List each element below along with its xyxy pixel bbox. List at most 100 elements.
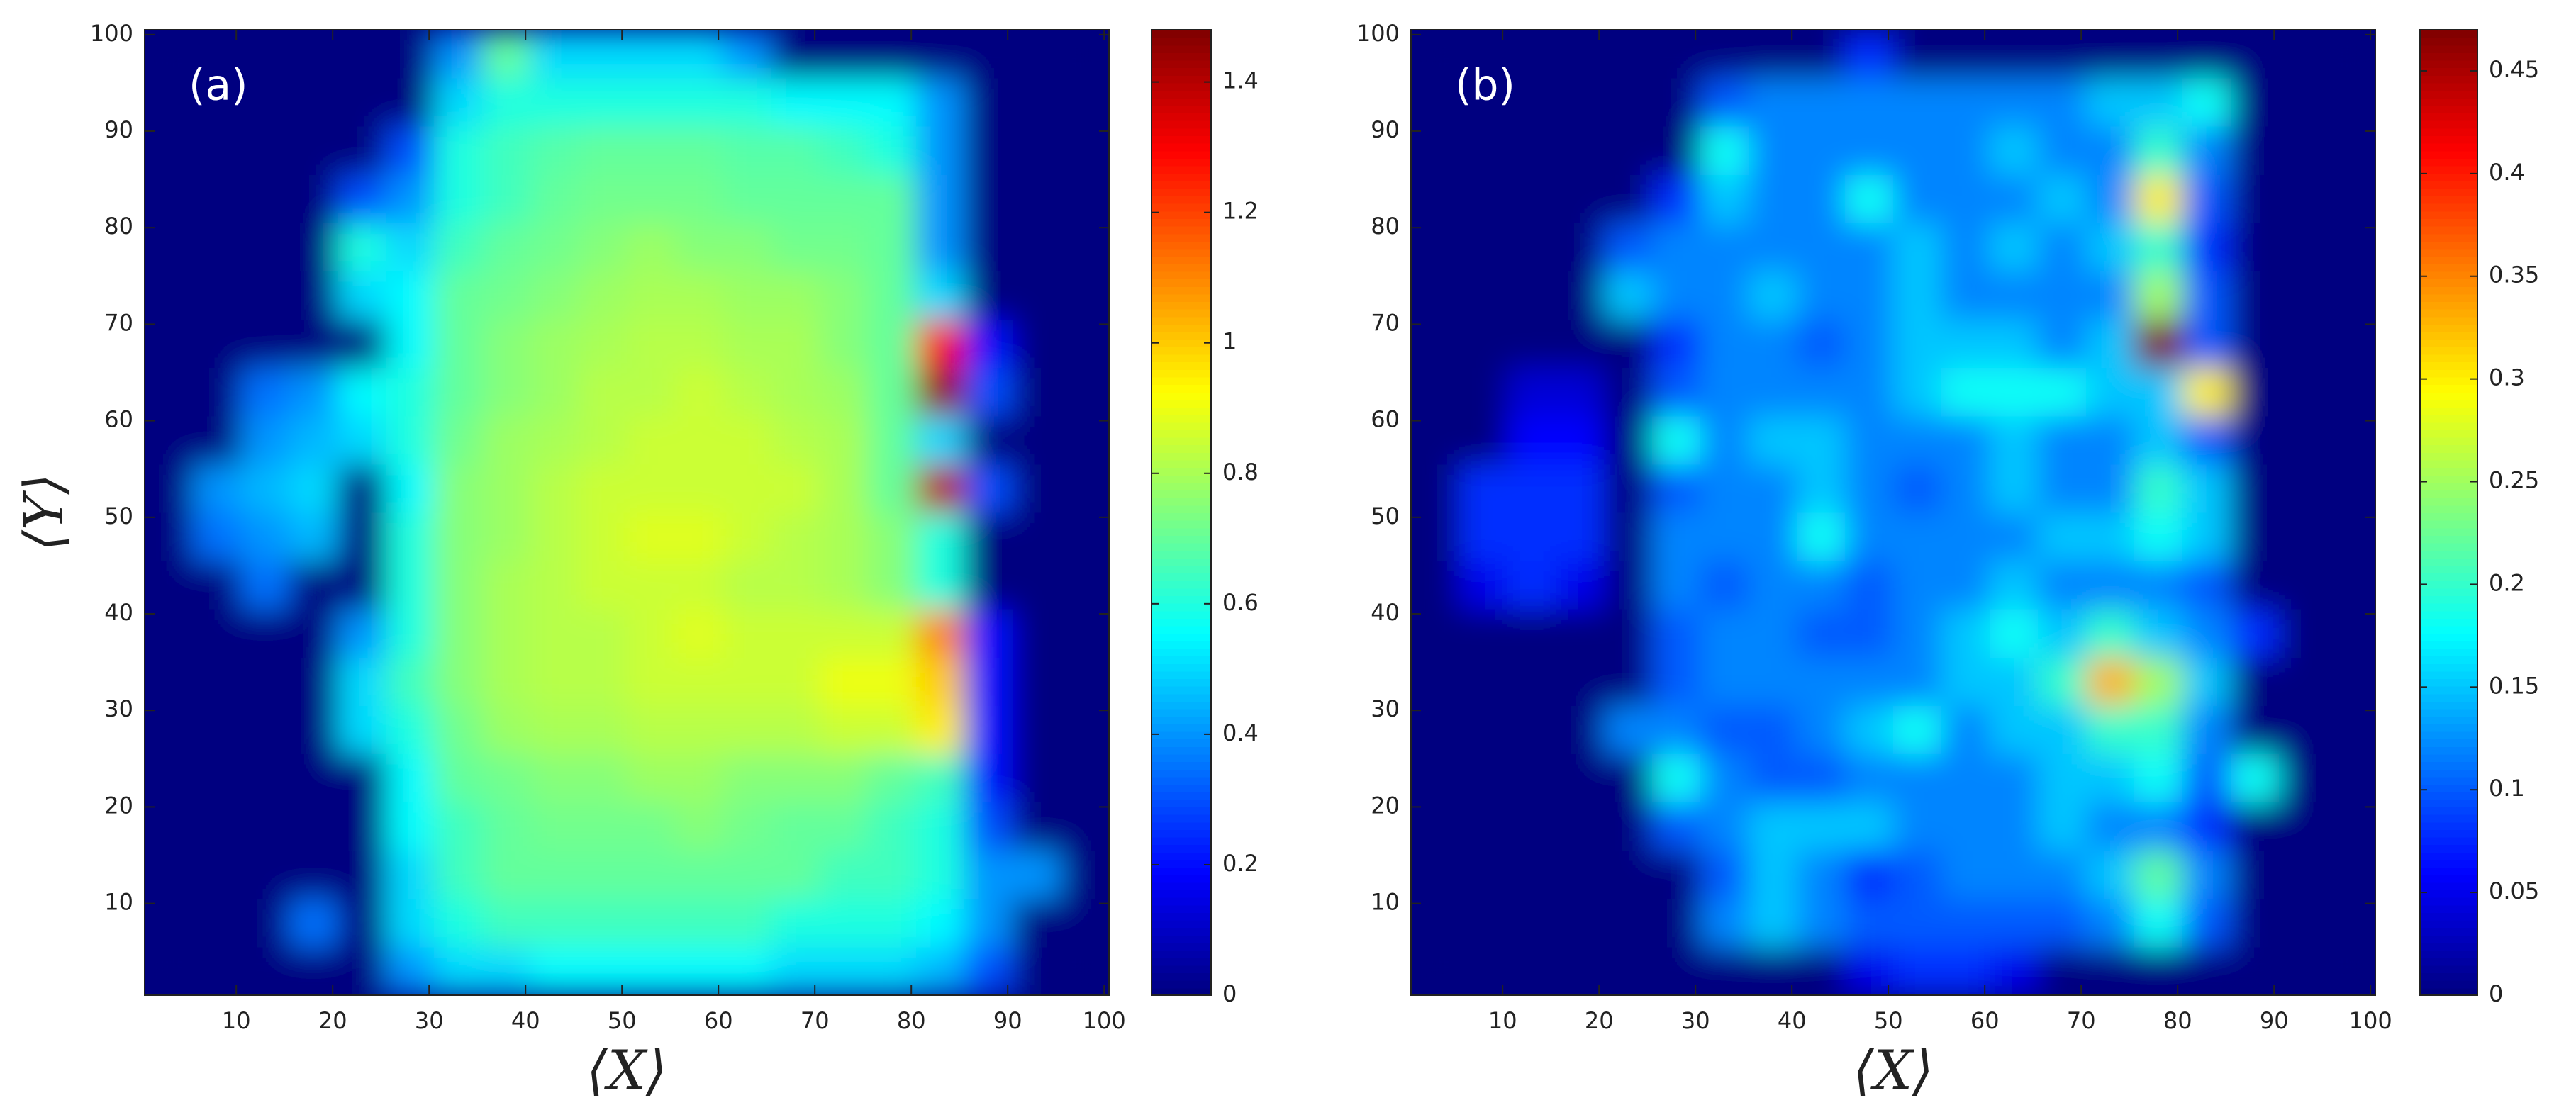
heatmap-cell	[1061, 802, 1109, 851]
y-tick-label: 30	[104, 695, 133, 722]
heatmap-cell	[1013, 561, 1061, 610]
colorbar-segment	[1152, 685, 1211, 695]
heatmap-cell	[1990, 174, 2039, 223]
heatmap-cell	[2086, 946, 2135, 995]
colorbar-segment	[2420, 376, 2477, 386]
heatmap-cell	[434, 705, 483, 754]
heatmap-cell	[2038, 174, 2087, 223]
colorbar-segment	[2420, 512, 2477, 521]
colorbar-segment	[1152, 965, 1211, 974]
colorbar-segment	[2420, 701, 2477, 710]
heatmap-cell	[723, 512, 772, 561]
colorbar-segment	[2420, 678, 2477, 687]
colorbar-segment	[2420, 467, 2477, 476]
heatmap-cell	[1893, 415, 1942, 465]
heatmap-cell	[145, 78, 194, 127]
heatmap-cell	[1411, 464, 1460, 513]
colorbar-segment	[1152, 67, 1211, 76]
heatmap-cell	[1652, 946, 1701, 995]
colorbar-segment	[1152, 882, 1211, 891]
colorbar-segment	[2420, 165, 2477, 174]
colorbar-segment	[2420, 497, 2477, 506]
heatmap-cell	[1990, 561, 2039, 610]
heatmap-cell	[434, 174, 483, 223]
heatmap-cell	[1845, 319, 1894, 369]
heatmap-cell	[771, 464, 820, 513]
heatmap-cell	[1556, 561, 1605, 610]
heatmap-cell	[1061, 367, 1109, 417]
heatmap-cell	[2182, 464, 2231, 513]
colorbar-segment	[1152, 859, 1211, 868]
heatmap-cell	[579, 753, 628, 803]
colorbar-segment	[2420, 459, 2477, 469]
heatmap-cell	[482, 223, 531, 271]
heatmap-cell	[1411, 319, 1460, 369]
y-tick-label: 50	[1371, 503, 1400, 529]
heatmap-cell	[868, 174, 917, 223]
heatmap-cell	[1459, 30, 1508, 79]
heatmap-cell	[434, 367, 483, 417]
heatmap-cell	[2279, 657, 2328, 706]
heatmap-cell	[1459, 561, 1508, 610]
heatmap-cell	[1797, 850, 1846, 899]
colorbar-segment	[1152, 490, 1211, 498]
heatmap-cell	[1990, 946, 2039, 995]
heatmap-cell	[1061, 174, 1109, 223]
heatmap-cell	[1893, 946, 1942, 995]
heatmap-cell	[482, 609, 531, 658]
heatmap-cell	[386, 609, 435, 658]
colorbar-segment	[2420, 113, 2477, 121]
heatmap-cell	[1411, 850, 1460, 899]
x-tick-label: 90	[993, 1007, 1022, 1034]
colorbar-segment	[1152, 82, 1211, 91]
y-tick-label: 80	[104, 213, 133, 240]
heatmap-cell	[1013, 657, 1061, 706]
heatmap-cell	[1411, 174, 1460, 223]
colorbar-segment	[1152, 135, 1211, 144]
heatmap-cell	[2134, 126, 2183, 175]
heatmap-cell	[820, 271, 869, 320]
heatmap-cell	[1893, 78, 1942, 127]
heatmap-cell	[145, 753, 194, 803]
heatmap-cell	[2182, 367, 2231, 417]
heatmap-cell	[2182, 174, 2231, 223]
heatmap-cell	[530, 705, 579, 754]
heatmap-cell	[1604, 705, 1653, 754]
colorbar-segment	[1152, 196, 1211, 204]
heatmap-cell	[1700, 850, 1749, 899]
colorbar-segment	[2420, 211, 2477, 220]
heatmap-cell	[2327, 561, 2375, 610]
heatmap-cell	[1013, 609, 1061, 658]
heatmap-cell	[1604, 609, 1653, 658]
heatmap-cell	[675, 657, 724, 706]
heatmap-cell	[820, 753, 869, 803]
heatmap-cell	[1700, 705, 1749, 754]
heatmap-cell	[1845, 753, 1894, 803]
colorbar-segment	[1152, 753, 1211, 763]
heatmap-cell	[2134, 30, 2183, 79]
colorbar-segment	[2420, 45, 2477, 53]
heatmap-cell	[1652, 561, 1701, 610]
heatmap-cell	[530, 126, 579, 175]
heatmap-cell	[916, 609, 965, 658]
heatmap-cell	[1507, 850, 1556, 899]
heatmap-cell	[2182, 415, 2231, 465]
colorbar-segment	[1152, 97, 1211, 106]
heatmap-cell	[1013, 271, 1061, 320]
heatmap-cell	[1797, 367, 1846, 417]
heatmap-cell	[1013, 367, 1061, 417]
colorbar-segment	[2420, 595, 2477, 604]
heatmap-cell	[964, 512, 1013, 561]
colorbar-segment	[1152, 806, 1211, 815]
heatmap-cell	[1604, 464, 1653, 513]
heatmap-cell	[1459, 367, 1508, 417]
colorbar-segment	[1152, 240, 1211, 250]
heatmap-cell	[964, 78, 1013, 127]
y-tick-label: 60	[1371, 406, 1400, 433]
heatmap-cell	[1845, 464, 1894, 513]
heatmap-cell	[530, 319, 579, 369]
heatmap-cell	[1556, 946, 1605, 995]
heatmap-cell	[771, 898, 820, 948]
colorbar-segment	[2420, 120, 2477, 129]
heatmap-cell	[2134, 753, 2183, 803]
